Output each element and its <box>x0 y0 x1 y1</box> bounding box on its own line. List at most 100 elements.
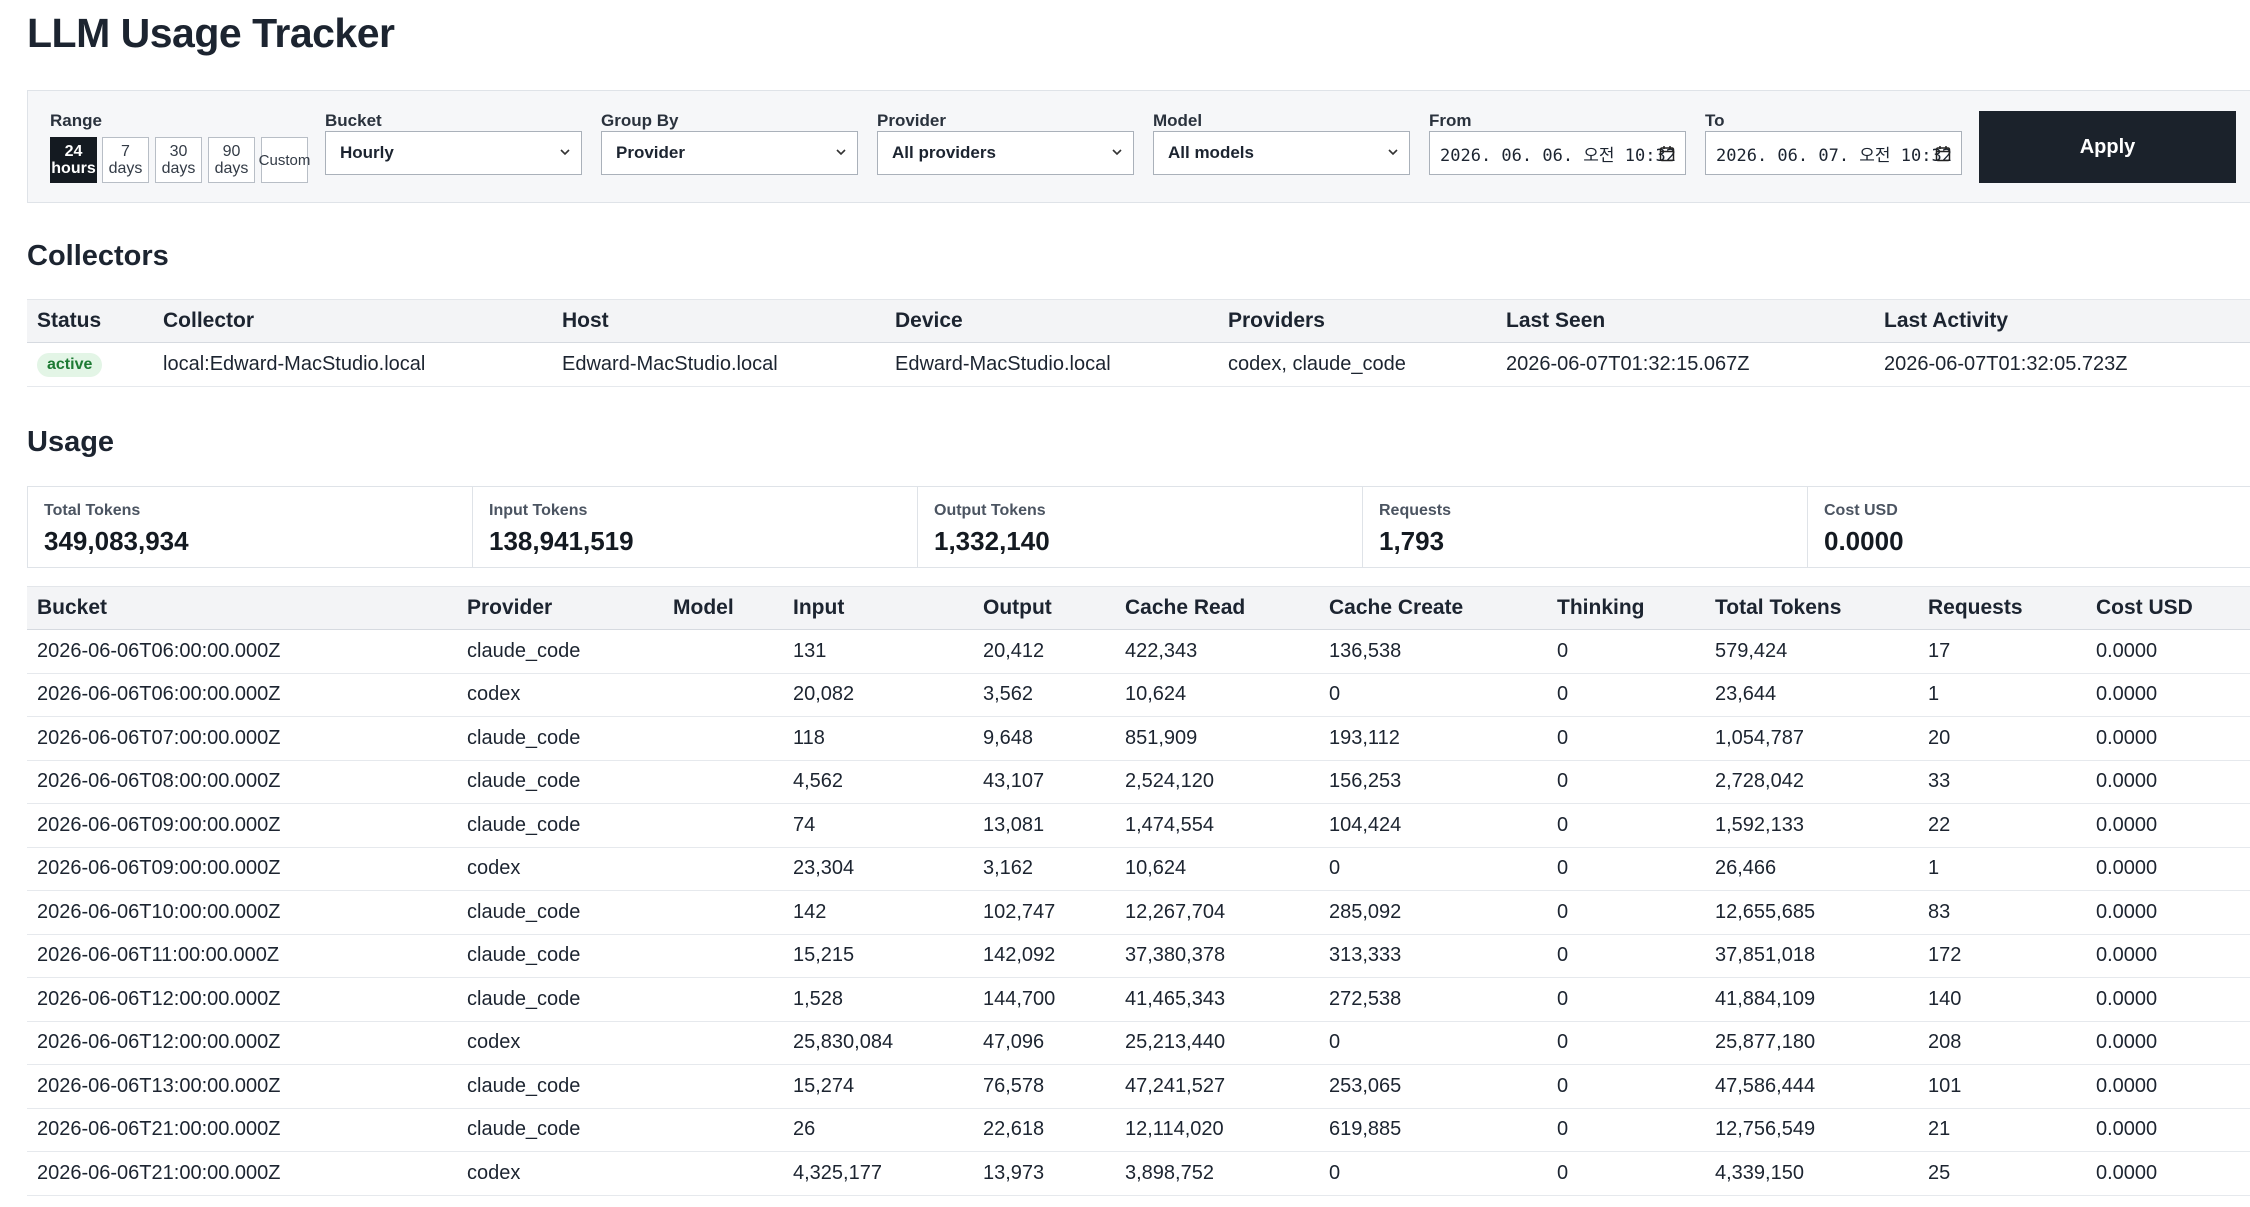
total-tokens-cell: 41,884,109 <box>1705 977 1918 1022</box>
chevron-down-icon <box>1388 149 1398 156</box>
range-custom-button[interactable]: Custom <box>259 137 310 183</box>
input-cell: 15,215 <box>783 934 973 978</box>
cache-read-cell: 2,524,120 <box>1115 760 1319 804</box>
provider-cell: claude_code <box>457 934 663 978</box>
column-header: Provider <box>457 586 663 630</box>
total-tokens-cell: 4,339,150 <box>1705 1151 1918 1196</box>
cache-create-cell: 253,065 <box>1319 1064 1547 1109</box>
requests-cell: 101 <box>1918 1064 2086 1109</box>
thinking-cell: 0 <box>1547 977 1705 1022</box>
provider-cell: codex <box>457 847 663 891</box>
cost-usd-cell: 0.0000 <box>2086 760 2250 804</box>
model-cell <box>663 977 783 1022</box>
chevron-down-icon <box>836 149 846 156</box>
thinking-cell: 0 <box>1547 803 1705 848</box>
from-date-input[interactable]: 2026. 06. 06. 오전 10:32 <box>1429 131 1686 175</box>
bucket-select-value: Hourly <box>340 143 394 162</box>
output-cell: 3,162 <box>973 847 1115 891</box>
stat-card: Total Tokens 349,083,934 <box>28 487 473 567</box>
column-header: Last Seen <box>1496 299 1874 343</box>
input-cell: 15,274 <box>783 1064 973 1109</box>
range-90-days-button[interactable]: 90 days <box>208 137 255 183</box>
output-cell: 9,648 <box>973 716 1115 761</box>
cache-read-cell: 25,213,440 <box>1115 1021 1319 1065</box>
stat-label: Cost USD <box>1824 502 1898 519</box>
cost-usd-cell: 0.0000 <box>2086 803 2250 848</box>
range-7-days-button[interactable]: 7 days <box>102 137 149 183</box>
model-cell <box>663 803 783 848</box>
range-30-days-button[interactable]: 30 days <box>155 137 202 183</box>
cache-create-cell: 619,885 <box>1319 1108 1547 1152</box>
from-date-value: 2026. 06. 06. 오전 10:32 <box>1440 145 1676 166</box>
range-btn-line1: 90 <box>222 143 241 160</box>
thinking-cell: 0 <box>1547 890 1705 935</box>
range-24-hours-button[interactable]: 24 hours <box>50 137 97 183</box>
thinking-cell: 0 <box>1547 1021 1705 1065</box>
input-cell: 118 <box>783 716 973 761</box>
model-cell <box>663 934 783 978</box>
cache-create-cell: 313,333 <box>1319 934 1547 978</box>
column-header: Input <box>783 586 973 630</box>
total-tokens-cell: 47,586,444 <box>1705 1064 1918 1109</box>
cache-create-cell: 272,538 <box>1319 977 1547 1022</box>
provider-cell: claude_code <box>457 760 663 804</box>
host-cell: Edward-MacStudio.local <box>552 342 885 387</box>
column-header: Cache Create <box>1319 586 1547 630</box>
table-row: 2026-06-06T13:00:00.000Z claude_code 15,27… <box>27 1064 2250 1109</box>
stat-value: 138,941,519 <box>489 526 634 556</box>
provider-cell: claude_code <box>457 1064 663 1109</box>
group-by-select[interactable]: Provider <box>601 131 858 175</box>
model-cell <box>663 716 783 761</box>
usage-table: Bucket Provider Model Input Output Cache… <box>27 586 2250 1196</box>
total-tokens-cell: 1,592,133 <box>1705 803 1918 848</box>
output-cell: 144,700 <box>973 977 1115 1022</box>
table-row: 2026-06-06T06:00:00.000Z codex 20,082 3,562… <box>27 673 2250 717</box>
range-btn-line1: 30 <box>169 143 188 160</box>
input-cell: 23,304 <box>783 847 973 891</box>
stat-value: 1,332,140 <box>934 526 1050 556</box>
provider-select[interactable]: All providers <box>877 131 1134 175</box>
total-tokens-cell: 12,655,685 <box>1705 890 1918 935</box>
cache-create-cell: 0 <box>1319 1151 1547 1196</box>
cost-usd-cell: 0.0000 <box>2086 673 2250 717</box>
provider-cell: claude_code <box>457 1108 663 1152</box>
range-filter: Range 24 hours 7 days 30 days 90 days <box>50 111 310 183</box>
to-date-input[interactable]: 2026. 06. 07. 오전 10:32 <box>1705 131 1962 175</box>
provider-cell: codex <box>457 1021 663 1065</box>
table-row: 2026-06-06T12:00:00.000Z codex 25,830,084 4… <box>27 1021 2250 1065</box>
model-select[interactable]: All models <box>1153 131 1410 175</box>
total-tokens-cell: 2,728,042 <box>1705 760 1918 804</box>
total-tokens-cell: 37,851,018 <box>1705 934 1918 978</box>
table-row: 2026-06-06T09:00:00.000Z codex 23,304 3,162… <box>27 847 2250 891</box>
model-cell <box>663 847 783 891</box>
cost-usd-cell: 0.0000 <box>2086 934 2250 978</box>
output-cell: 20,412 <box>973 629 1115 674</box>
calendar-icon[interactable] <box>1935 145 1951 162</box>
requests-cell: 33 <box>1918 760 2086 804</box>
column-header: Requests <box>1918 586 2086 630</box>
stat-label: Requests <box>1379 502 1452 519</box>
model-cell <box>663 890 783 935</box>
apply-button[interactable]: Apply <box>1979 111 2236 183</box>
bucket-cell: 2026-06-06T07:00:00.000Z <box>27 716 457 761</box>
range-btn-line1: 24 <box>64 143 83 160</box>
range-btn-line2: hours <box>51 160 96 177</box>
thinking-cell: 0 <box>1547 934 1705 978</box>
bucket-cell: 2026-06-06T06:00:00.000Z <box>27 673 457 717</box>
cache-read-cell: 422,343 <box>1115 629 1319 674</box>
input-cell: 20,082 <box>783 673 973 717</box>
to-date-value: 2026. 06. 07. 오전 10:32 <box>1716 145 1952 166</box>
stat-card: Cost USD 0.0000 <box>1808 487 2250 567</box>
provider-cell: codex <box>457 1151 663 1196</box>
cache-read-cell: 12,267,704 <box>1115 890 1319 935</box>
bucket-select[interactable]: Hourly <box>325 131 582 175</box>
chevron-down-icon <box>1112 149 1122 156</box>
thinking-cell: 0 <box>1547 673 1705 717</box>
model-cell <box>663 1064 783 1109</box>
total-tokens-cell: 579,424 <box>1705 629 1918 674</box>
thinking-cell: 0 <box>1547 1064 1705 1109</box>
provider-label: Provider <box>877 111 946 130</box>
input-cell: 4,325,177 <box>783 1151 973 1196</box>
calendar-icon[interactable] <box>1659 145 1675 162</box>
device-cell: Edward-MacStudio.local <box>885 342 1218 387</box>
